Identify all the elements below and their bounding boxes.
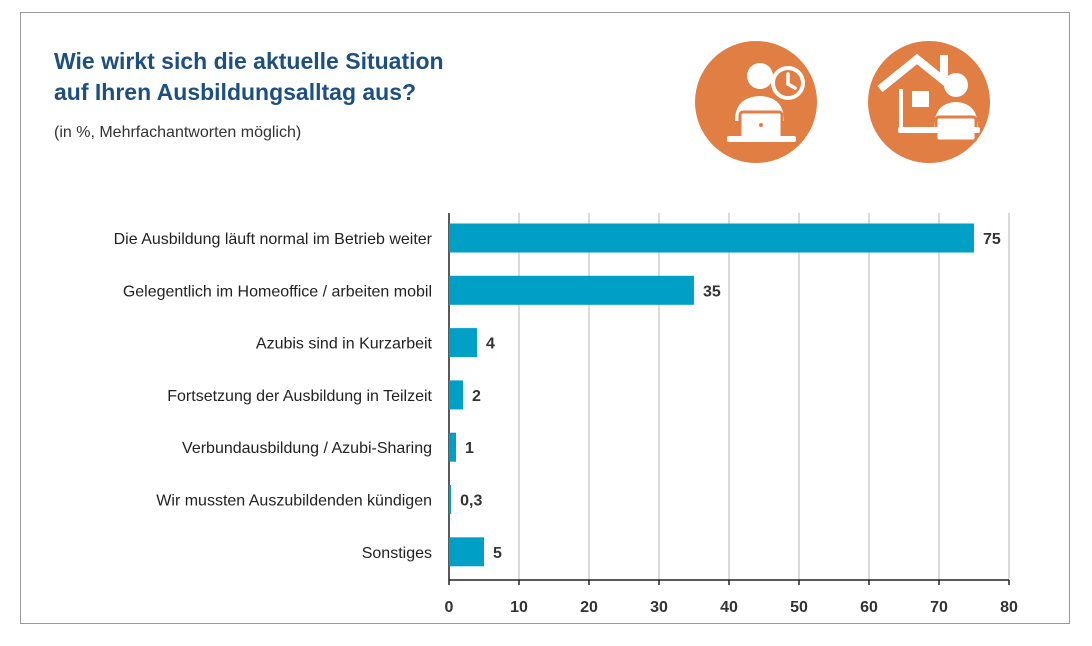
bar [449, 485, 452, 514]
person-laptop-clock-icon [695, 41, 817, 163]
chart-subtitle: (in %, Mehrfachantworten möglich) [54, 124, 302, 141]
title-line-1: Wie wirkt sich die aktuelle Situation [54, 48, 444, 74]
x-tick-label: 60 [860, 599, 878, 616]
x-tick-label: 30 [650, 599, 668, 616]
value-label: 35 [703, 283, 721, 300]
category-label: Verbundausbildung / Azubi-Sharing [182, 440, 432, 457]
bar [449, 275, 694, 305]
category-label: Azubis sind in Kurzarbeit [256, 336, 433, 353]
bar [449, 223, 974, 253]
value-label: 5 [493, 545, 502, 562]
x-tick-label: 50 [790, 599, 808, 616]
bar [449, 328, 477, 358]
value-label: 75 [983, 231, 1001, 248]
bar [449, 380, 463, 410]
x-tick-label: 80 [1000, 599, 1018, 616]
x-tick-label: 40 [720, 599, 738, 616]
value-label: 2 [472, 388, 481, 405]
chart-title: Wie wirkt sich die aktuelle Situation au… [54, 46, 574, 108]
bar [449, 537, 484, 567]
value-label: 1 [465, 440, 474, 457]
category-label: Sonstiges [362, 545, 432, 562]
x-tick-label: 0 [445, 599, 454, 616]
title-line-2: auf Ihren Ausbildungsalltag aus? [54, 79, 417, 105]
x-tick-label: 70 [930, 599, 948, 616]
value-label: 0,3 [460, 493, 482, 510]
category-label: Gelegentlich im Homeoffice / arbeiten mo… [123, 283, 432, 300]
bar [449, 432, 456, 462]
category-label: Fortsetzung der Ausbildung in Teilzeit [167, 388, 432, 405]
category-label: Wir mussten Auszubildenden kündigen [156, 493, 432, 510]
x-tick-label: 20 [580, 599, 598, 616]
x-tick-label: 10 [510, 599, 528, 616]
category-label: Die Ausbildung läuft normal im Betrieb w… [114, 231, 433, 248]
value-label: 4 [486, 336, 495, 353]
home-office-laptop-icon [868, 41, 990, 163]
